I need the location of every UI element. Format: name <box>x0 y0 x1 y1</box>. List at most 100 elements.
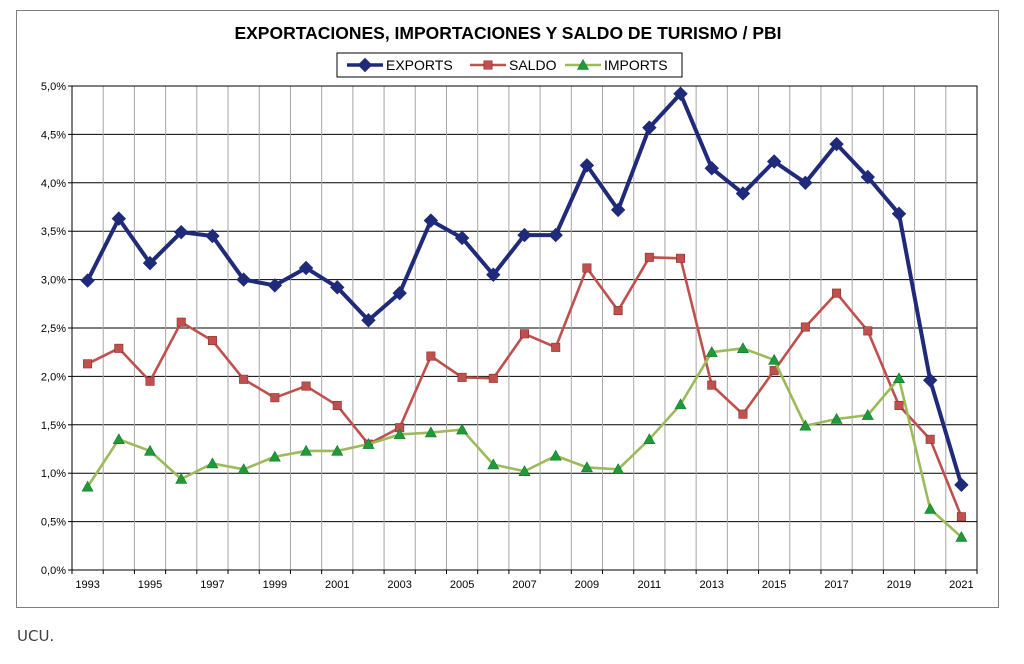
point-exports <box>142 255 158 271</box>
point-imports <box>331 444 344 456</box>
x-tick-label: 1995 <box>138 579 162 591</box>
point-imports <box>81 480 94 492</box>
series-imports <box>81 342 968 542</box>
legend-item-imports: IMPORTS <box>565 57 668 73</box>
point-imports <box>924 502 937 514</box>
point-exports <box>704 161 719 176</box>
y-tick-label: 4,0% <box>41 178 66 190</box>
y-tick-label: 0,0% <box>41 565 66 577</box>
x-tick-label: 2011 <box>637 579 661 591</box>
point-exports <box>829 136 844 152</box>
point-imports <box>768 353 781 365</box>
legend-box <box>336 52 683 78</box>
point-imports <box>424 426 437 438</box>
point-exports <box>673 86 688 101</box>
point-exports <box>735 186 751 201</box>
point-saldo <box>270 393 280 403</box>
point-saldo <box>426 351 436 361</box>
x-tick-label: 2015 <box>762 579 786 591</box>
point-exports <box>766 154 782 169</box>
x-tick-label: 2003 <box>387 579 411 591</box>
legend-marker-exports <box>357 57 373 73</box>
point-saldo <box>83 359 93 369</box>
point-exports <box>236 272 251 287</box>
point-imports <box>300 444 313 456</box>
point-imports <box>705 346 718 357</box>
x-tick-label: 2013 <box>699 579 723 591</box>
y-tick-label: 2,5% <box>41 323 66 335</box>
point-imports <box>112 433 125 445</box>
point-saldo <box>301 381 311 391</box>
y-tick-label: 3,5% <box>41 226 66 238</box>
point-exports <box>860 169 875 185</box>
point-imports <box>736 342 749 354</box>
legend-item-saldo: SALDO <box>470 57 557 73</box>
point-saldo <box>457 372 467 382</box>
point-saldo <box>832 288 842 298</box>
x-tick-label: 1997 <box>200 579 224 591</box>
point-saldo <box>925 434 935 444</box>
point-saldo <box>894 400 904 410</box>
point-imports <box>549 449 562 461</box>
point-imports <box>393 428 406 440</box>
point-imports <box>518 465 531 476</box>
y-tick-label: 2,0% <box>41 371 66 383</box>
legend-label-exports: EXPORTS <box>386 57 453 73</box>
point-imports <box>268 450 281 462</box>
point-exports <box>610 202 626 218</box>
point-imports <box>456 423 469 435</box>
point-saldo <box>676 253 686 263</box>
point-saldo <box>145 376 155 386</box>
legend-marker-saldo <box>483 60 493 70</box>
point-saldo <box>519 329 529 339</box>
point-exports <box>361 313 376 328</box>
point-exports <box>486 267 501 282</box>
point-imports <box>799 419 812 431</box>
point-exports <box>80 273 95 288</box>
point-saldo <box>800 322 810 332</box>
point-exports <box>298 260 314 276</box>
point-saldo <box>956 512 966 522</box>
point-imports <box>144 444 157 456</box>
point-saldo <box>207 336 217 346</box>
point-imports <box>674 398 687 410</box>
point-exports <box>579 158 595 173</box>
point-saldo <box>488 373 498 383</box>
y-tick-label: 0,5% <box>41 517 66 529</box>
point-exports <box>423 213 439 228</box>
y-tick-label: 3,0% <box>41 275 66 287</box>
y-tick-label: 1,5% <box>41 420 66 432</box>
x-tick-label: 2017 <box>824 579 848 591</box>
point-saldo <box>707 380 717 390</box>
legend-marker-imports <box>576 58 590 70</box>
point-exports <box>267 278 283 293</box>
chart-svg: EXPORTACIONES, IMPORTACIONES Y SALDO DE … <box>41 23 978 591</box>
point-exports <box>392 285 407 301</box>
x-tick-label: 1993 <box>75 579 99 591</box>
chart-title: EXPORTACIONES, IMPORTACIONES Y SALDO DE … <box>234 23 781 43</box>
source-note: UCU. <box>17 627 55 645</box>
plot-border <box>71 85 978 571</box>
chart-frame: EXPORTACIONES, IMPORTACIONES Y SALDO DE … <box>16 10 999 608</box>
plot-area: 0,0% 0,5% 1,0% 1,5% 2,0% 2,5% 3,0% 3,5% 4,0% 4,5%… <box>41 81 978 591</box>
point-exports <box>548 227 563 243</box>
x-tick-label: 2021 <box>949 579 973 591</box>
point-exports <box>517 227 532 243</box>
point-imports <box>861 409 874 420</box>
legend-label-imports: IMPORTS <box>604 57 668 73</box>
point-exports <box>798 175 813 191</box>
point-imports <box>206 457 219 469</box>
point-saldo <box>863 326 873 336</box>
point-exports <box>954 477 969 493</box>
point-imports <box>892 372 905 384</box>
point-exports <box>205 228 220 244</box>
point-exports <box>174 224 189 240</box>
point-imports <box>955 530 968 542</box>
y-tick-label: 1,0% <box>41 468 66 480</box>
point-imports <box>362 438 375 449</box>
x-tick-label: 1999 <box>263 579 287 591</box>
x-tick-label: 2001 <box>325 579 349 591</box>
point-saldo <box>582 263 592 273</box>
point-exports <box>330 280 345 295</box>
point-exports <box>922 373 938 388</box>
